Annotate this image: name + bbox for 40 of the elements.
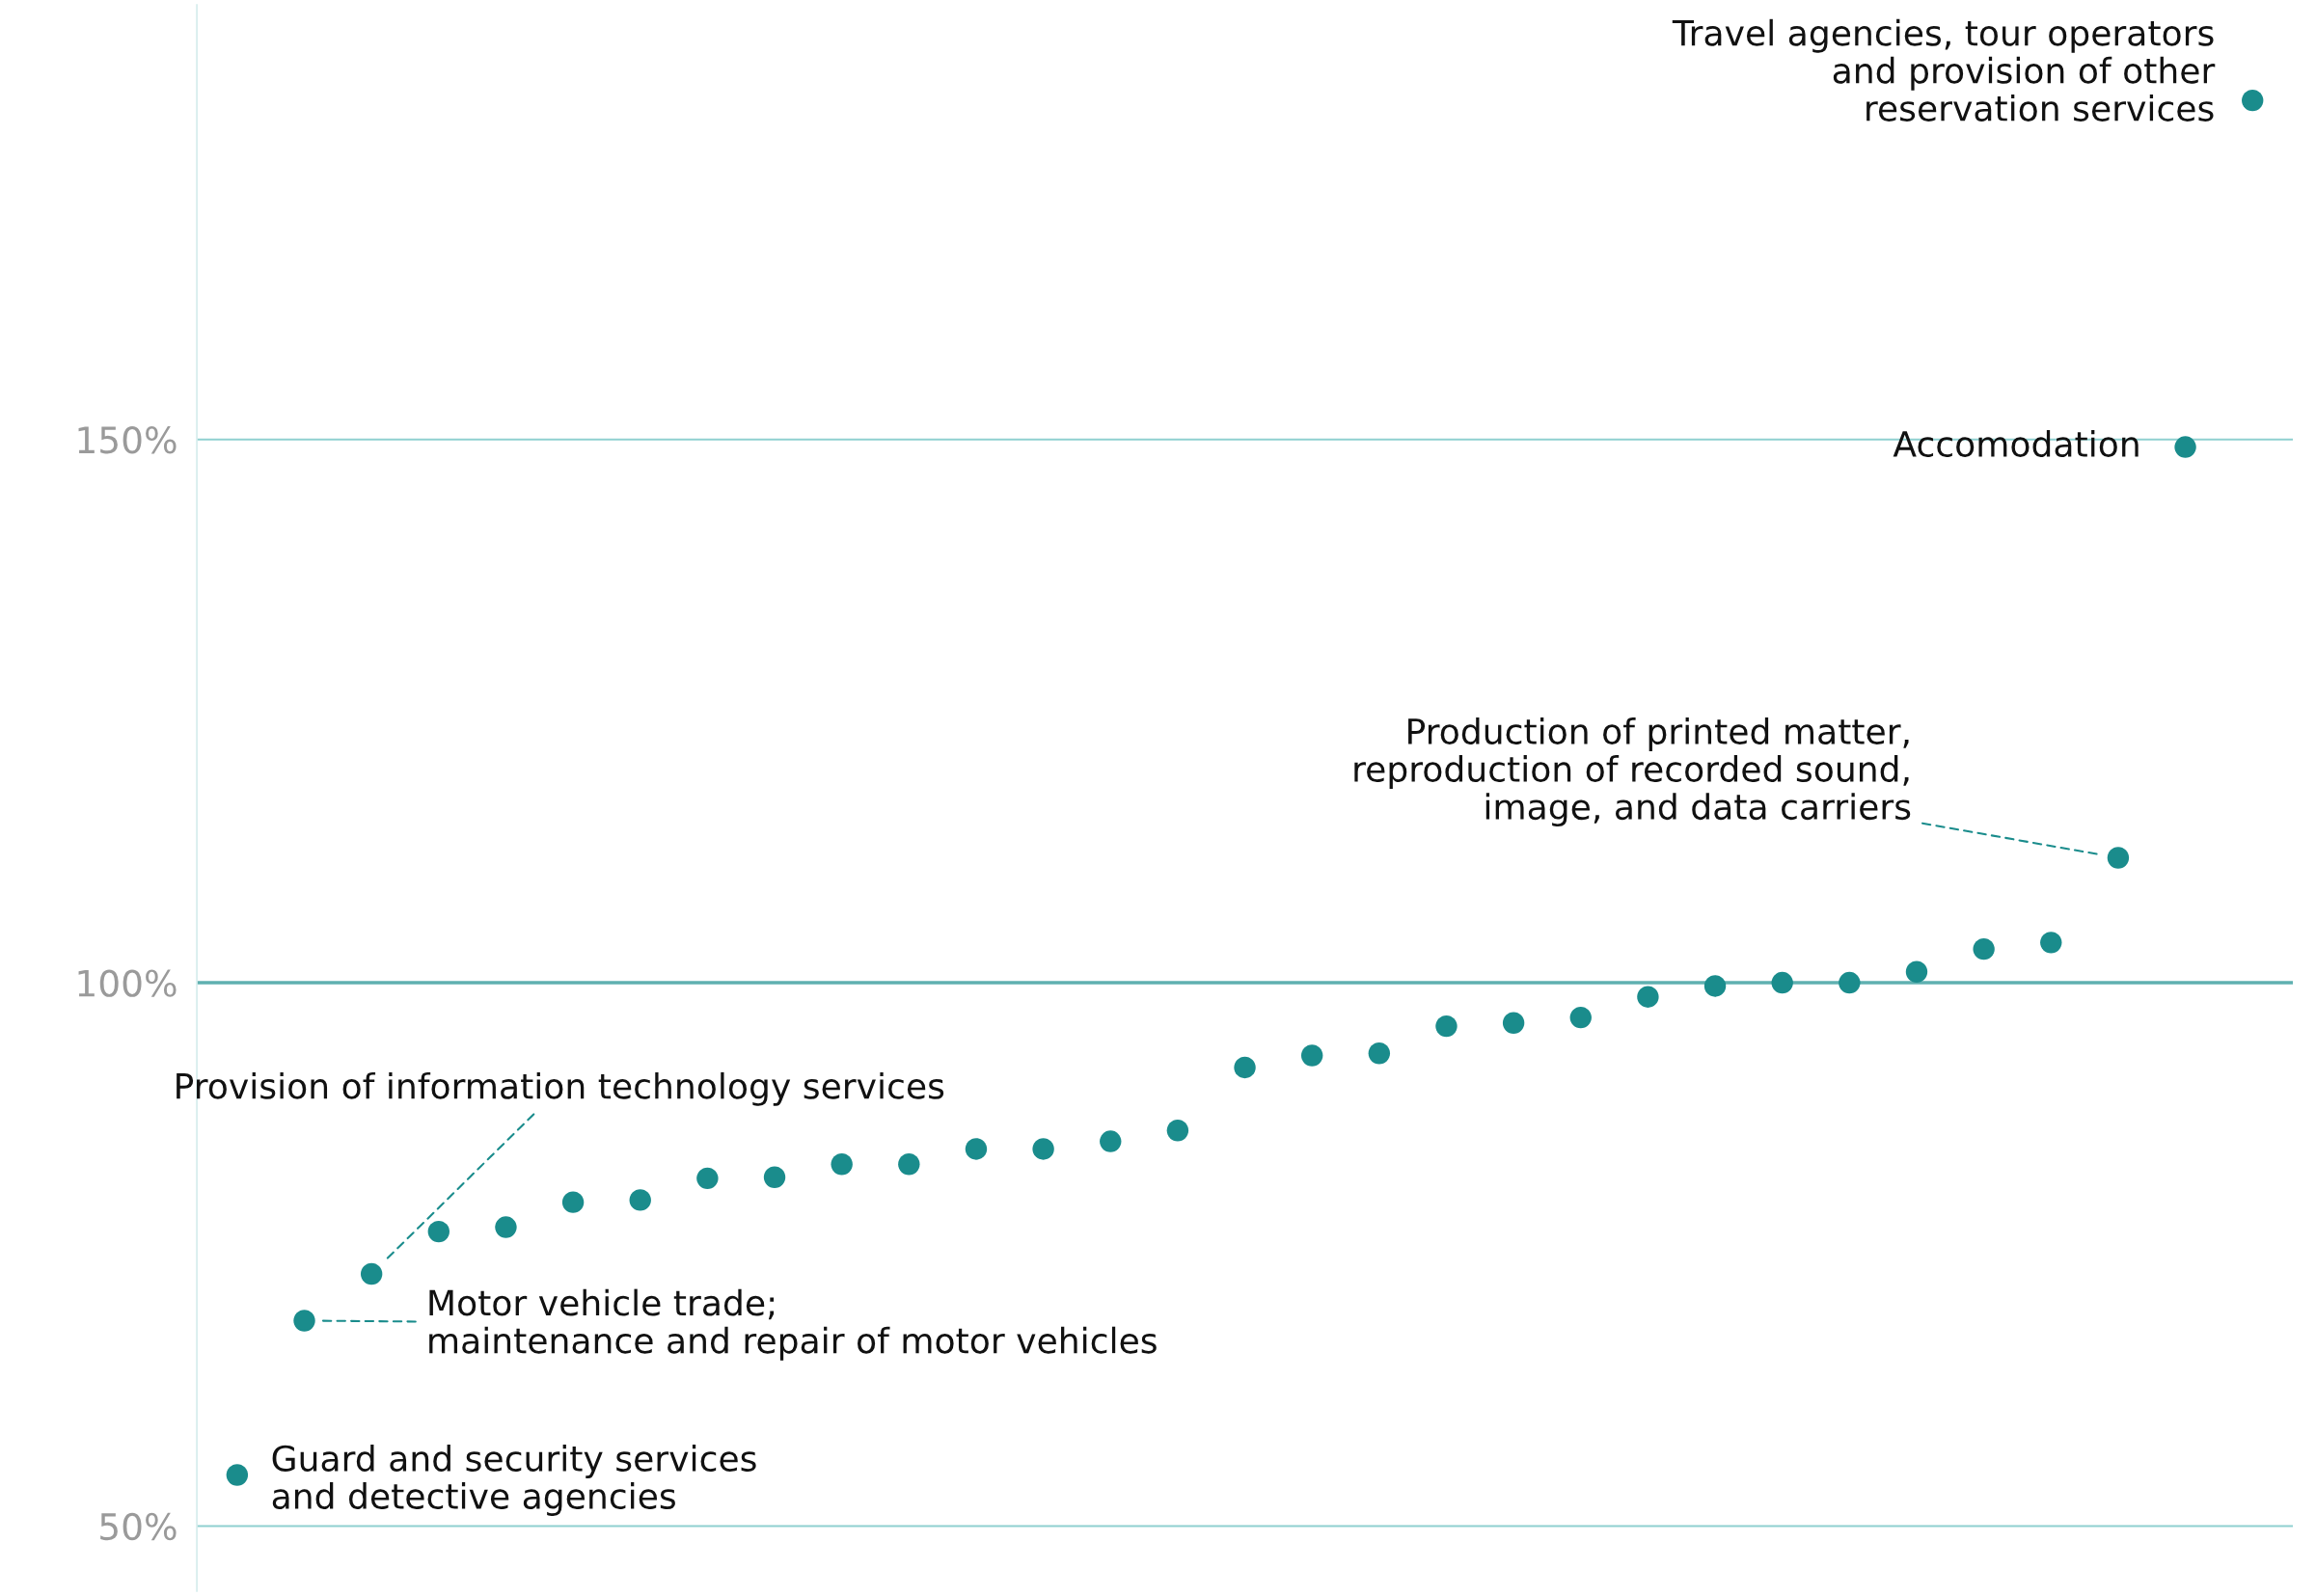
point [696,1167,719,1190]
point [1300,1044,1323,1067]
point [1032,1138,1054,1160]
point [1771,971,1793,994]
annotation: Accomodation [1893,430,2139,458]
annotation: Travel agencies, tour operators and provision of other reservation services [1672,18,2216,122]
point [226,1464,249,1486]
point [293,1310,315,1332]
annotation: Motor vehicle trade; maintenance and repair of motor vehicles [429,1288,1157,1361]
point [1569,1006,1592,1029]
point [2174,436,2196,458]
y-tick-label: 150% [78,426,177,454]
point [427,1220,450,1243]
y-tick-label: 50% [100,1512,177,1541]
annotation: Production of printed matter, reproduction of recorded sound, image, and data carriers [1354,717,1911,827]
point [763,1166,786,1188]
point [360,1262,383,1285]
point [1166,1120,1189,1142]
point [1637,986,1659,1008]
point [2040,932,2062,954]
annotation: Provision of information technology services [177,1071,944,1106]
point [1100,1130,1122,1152]
point [1839,971,1861,994]
y-tick-label: 100% [78,969,177,997]
point [965,1138,988,1160]
point [629,1189,651,1211]
point [831,1153,853,1176]
point [1703,975,1727,997]
point [898,1153,920,1176]
point [1234,1056,1256,1079]
annotation: Guard and security services and detective agencies [272,1445,756,1517]
point [1973,937,1995,960]
point [1435,1014,1458,1038]
point [561,1191,585,1213]
point [2242,89,2264,112]
point [1905,960,1928,983]
point [2107,847,2130,869]
point [1368,1042,1391,1065]
point [495,1216,517,1238]
point [1502,1012,1525,1034]
